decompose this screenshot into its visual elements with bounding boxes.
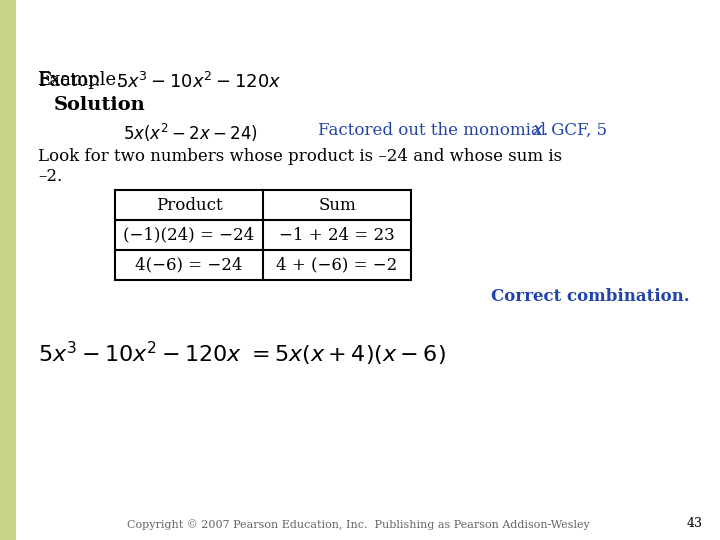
Text: –2.: –2. bbox=[38, 168, 62, 185]
Text: $5x(x^2 - 2x - 24)$: $5x(x^2 - 2x - 24)$ bbox=[123, 122, 258, 144]
Text: (−1)(24) = −24: (−1)(24) = −24 bbox=[123, 226, 255, 244]
Text: Example.: Example. bbox=[37, 71, 122, 89]
Text: Product: Product bbox=[156, 197, 222, 213]
Text: Sum: Sum bbox=[318, 197, 356, 213]
Text: Copyright © 2007 Pearson Education, Inc.  Publishing as Pearson Addison-Wesley: Copyright © 2007 Pearson Education, Inc.… bbox=[127, 519, 590, 530]
Text: 43: 43 bbox=[687, 517, 703, 530]
Bar bbox=[0, 0, 16, 540]
Text: $x$.: $x$. bbox=[532, 122, 548, 139]
Text: Factored out the monomial GCF, 5: Factored out the monomial GCF, 5 bbox=[318, 122, 607, 139]
Text: 4(−6) = −24: 4(−6) = −24 bbox=[135, 256, 243, 273]
Text: $5x^3 - 10x^2 - 120x$ $=5x(x + 4)(x - 6)$: $5x^3 - 10x^2 - 120x$ $=5x(x + 4)(x - 6)… bbox=[38, 340, 446, 368]
Text: Look for two numbers whose product is –24 and whose sum is: Look for two numbers whose product is –2… bbox=[38, 148, 562, 165]
Text: $5x^3 - 10x^2 - 120x$: $5x^3 - 10x^2 - 120x$ bbox=[116, 72, 282, 92]
Text: −1 + 24 = 23: −1 + 24 = 23 bbox=[279, 226, 395, 244]
Text: Factor.: Factor. bbox=[38, 72, 101, 90]
Text: Solution: Solution bbox=[54, 96, 145, 114]
Text: Correct combination.: Correct combination. bbox=[491, 288, 690, 305]
Bar bbox=[115, 190, 411, 280]
Text: 4 + (−6) = −2: 4 + (−6) = −2 bbox=[276, 256, 397, 273]
